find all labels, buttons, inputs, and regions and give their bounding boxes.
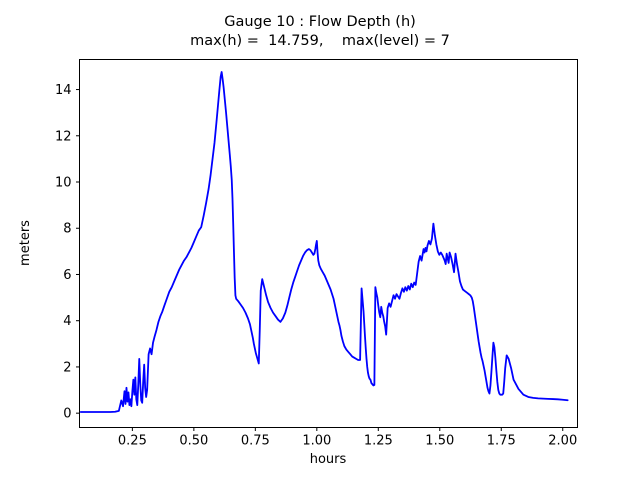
chart-title: Gauge 10 : Flow Depth (h) max(h) = 14.75… [0, 13, 640, 51]
line-series-h [79, 71, 569, 413]
x-tick-label: 2.00 [548, 434, 577, 449]
y-tick-label: 14 [55, 83, 72, 98]
y-axis-label: meters [18, 220, 33, 266]
axes-frame [79, 59, 578, 428]
y-tick-label: 4 [63, 314, 71, 329]
axes-border [79, 59, 578, 428]
x-tick-label: 1.50 [425, 434, 454, 449]
x-tick-label: 1.75 [487, 434, 516, 449]
x-tick-label: 1.25 [364, 434, 393, 449]
y-tick-label: 10 [55, 176, 72, 191]
data-series-layer [79, 71, 569, 413]
y-tick-label: 6 [63, 268, 71, 283]
x-tick-label: 1.00 [302, 434, 331, 449]
x-axis-label: hours [310, 452, 347, 467]
chart-title-line-1: Gauge 10 : Flow Depth (h) [224, 14, 416, 30]
chart-title-line-2: max(h) = 14.759, max(level) = 7 [190, 33, 450, 49]
x-tick-label: 0.25 [118, 434, 147, 449]
y-tick-label: 12 [55, 129, 72, 144]
x-tick-label: 0.50 [179, 434, 208, 449]
y-tick-label: 8 [63, 222, 71, 237]
x-tick-label: 0.75 [241, 434, 270, 449]
y-tick-label: 0 [63, 407, 71, 422]
x-axis-ticks: 0.25 0.50 0.75 1.00 1.25 1.50 1.75 2.00 [118, 427, 577, 449]
y-tick-label: 2 [63, 360, 71, 375]
y-axis-ticks: 0 2 4 6 8 10 12 14 [55, 83, 80, 422]
